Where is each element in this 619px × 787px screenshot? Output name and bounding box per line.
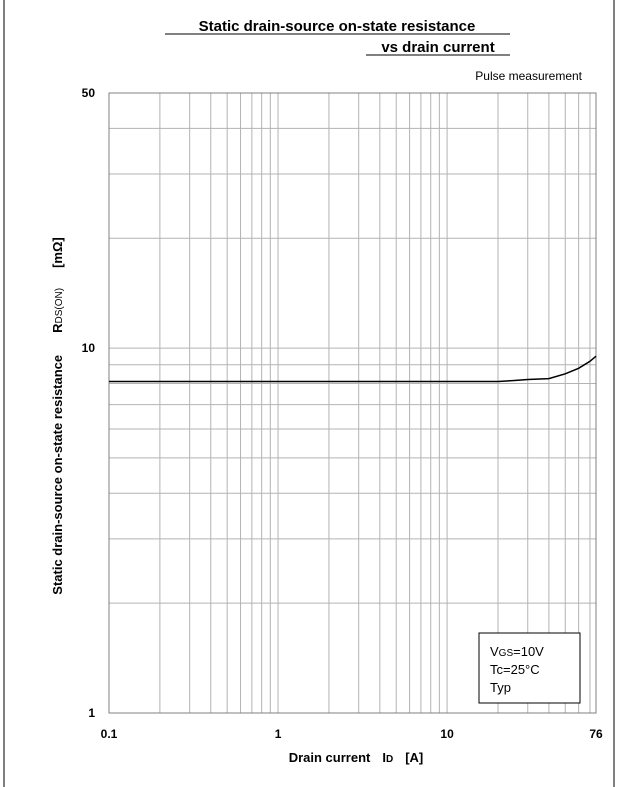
x-axis-label: Drain current ID [A]: [289, 750, 424, 765]
legend-frame: [478, 632, 581, 704]
x-tick-label: 0.1: [101, 727, 118, 741]
x-tick-label: 10: [440, 727, 454, 741]
chart-title-line1: Static drain-source on-state resistance: [199, 18, 476, 35]
y-tick-label: 50: [82, 86, 96, 100]
legend-tc: Tc=25°C: [490, 662, 540, 677]
chart-title-line2: vs drain current: [381, 39, 494, 56]
plot-frame: [108, 92, 597, 714]
x-axis-unit: [A]: [405, 750, 423, 765]
series-group: [109, 355, 597, 383]
legend-vgs-symbol: V: [490, 644, 499, 659]
x-axis-subscript: D: [386, 754, 393, 765]
x-axis-label-text: Drain current: [289, 750, 371, 765]
y-axis-label-text: Static drain-source on-state resistance: [50, 355, 65, 595]
y-axis-label: Static drain-source on-state resistance R…: [50, 237, 65, 594]
legend-vgs: VGS=10V: [490, 644, 544, 659]
grid-x: [108, 93, 591, 713]
y-axis-symbol: R: [50, 323, 65, 333]
legend-box: VGS=10V Tc=25°C Typ: [478, 632, 581, 704]
grid-y: [109, 92, 596, 714]
legend-vgs-subscript: GS: [499, 648, 514, 659]
series-line-0: [109, 355, 597, 383]
y-axis-unit: [mΩ]: [50, 237, 65, 268]
x-tick-label: 76: [589, 727, 603, 741]
legend-typ: Typ: [490, 680, 511, 695]
y-tick-label: 10: [82, 341, 96, 355]
y-axis-subscript: DS(ON): [54, 288, 65, 324]
x-axis-symbol: I: [382, 750, 386, 765]
pulse-measurement-note: Pulse measurement: [475, 69, 582, 83]
legend-vgs-value: =10V: [513, 644, 544, 659]
y-tick-label: 1: [88, 706, 95, 720]
x-tick-label: 1: [275, 727, 282, 741]
